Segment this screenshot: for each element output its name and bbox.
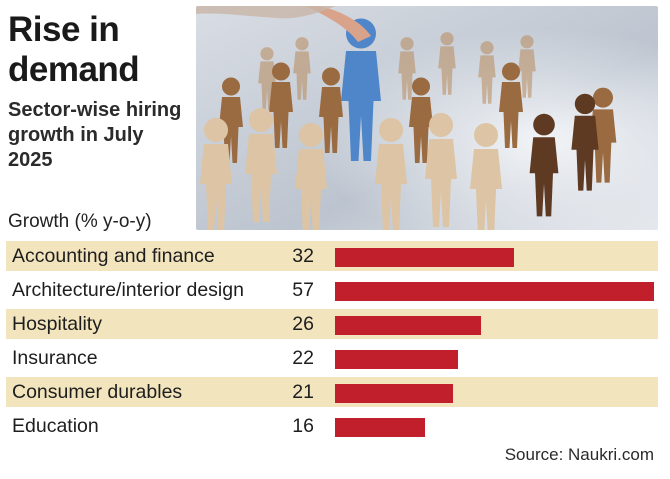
header-photo [196, 6, 658, 230]
category-label: Architecture/interior design [12, 279, 244, 301]
bar [335, 384, 453, 403]
value-label: 16 [292, 415, 314, 437]
bar [335, 282, 654, 301]
value-label: 21 [292, 381, 314, 403]
bar-row: Insurance 22 [6, 343, 658, 373]
bar [335, 418, 425, 437]
value-label: 26 [292, 313, 314, 335]
chart-subtitle: Sector-wise hiring growth in July 2025 [8, 98, 198, 173]
category-label: Insurance [12, 347, 98, 369]
bar [335, 350, 458, 369]
subtitle-line-1: Sector-wise hiring [8, 99, 182, 121]
subtitle-line-3: 2025 [8, 149, 53, 171]
wooden-figures-illustration [196, 6, 658, 230]
bar-row: Education 16 [6, 411, 658, 441]
chart-title: Rise in demand [8, 10, 140, 90]
bar-row: Consumer durables 21 [6, 377, 658, 407]
bar [335, 316, 481, 335]
title-line-1: Rise in [8, 10, 120, 49]
bar-row: Hospitality 26 [6, 309, 658, 339]
category-label: Accounting and finance [12, 245, 215, 267]
title-line-2: demand [8, 50, 140, 89]
category-label: Hospitality [12, 313, 102, 335]
value-label: 57 [292, 279, 314, 301]
value-label: 22 [292, 347, 314, 369]
subtitle-line-2: growth in July [8, 124, 144, 146]
bar [335, 248, 514, 267]
source-note: Source: Naukri.com [504, 445, 654, 464]
category-label: Consumer durables [12, 381, 183, 403]
bar-row: Architecture/interior design 57 [6, 275, 658, 305]
category-label: Education [12, 415, 99, 437]
bar-row: Accounting and finance 32 [6, 241, 658, 271]
value-label: 32 [292, 245, 314, 267]
growth-axis-label: Growth (% y-o-y) [8, 211, 152, 232]
